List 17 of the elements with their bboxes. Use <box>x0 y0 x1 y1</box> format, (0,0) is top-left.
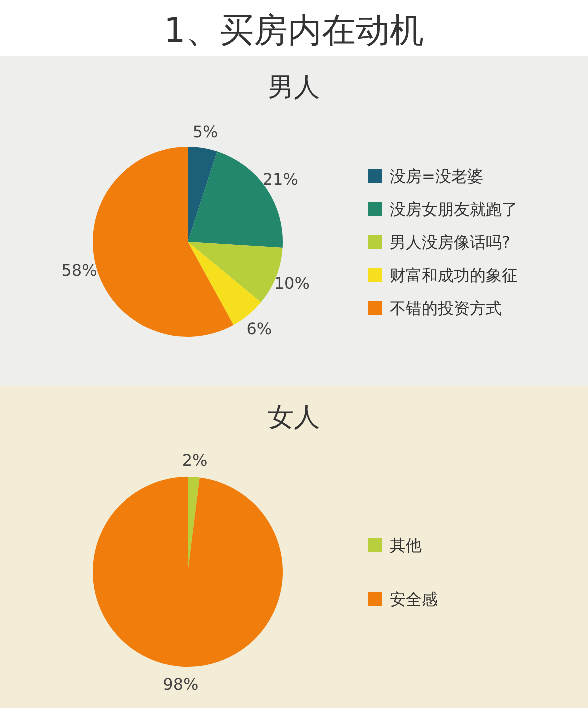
chart-title: 女人 <box>268 403 320 433</box>
legend-label: 男人没房像话吗? <box>390 233 510 252</box>
data-label: 2% <box>182 451 208 470</box>
legend-label: 其他 <box>390 536 422 555</box>
legend-label: 没房女朋友就跑了 <box>390 200 518 219</box>
legend-label: 不错的投资方式 <box>390 299 502 318</box>
chart-title: 1、买房内在动机 <box>164 11 424 51</box>
data-label: 21% <box>262 170 298 190</box>
data-label: 5% <box>192 122 218 142</box>
data-label: 58% <box>62 260 98 280</box>
data-label: 10% <box>274 274 310 294</box>
data-label: 98% <box>163 674 199 694</box>
legend-label: 财富和成功的象征 <box>390 266 518 285</box>
legend-label: 安全感 <box>390 590 438 609</box>
chart-subtitle: 男人 <box>268 73 320 103</box>
legend-label: 没房=没老婆 <box>390 167 484 186</box>
data-label: 6% <box>246 319 272 338</box>
